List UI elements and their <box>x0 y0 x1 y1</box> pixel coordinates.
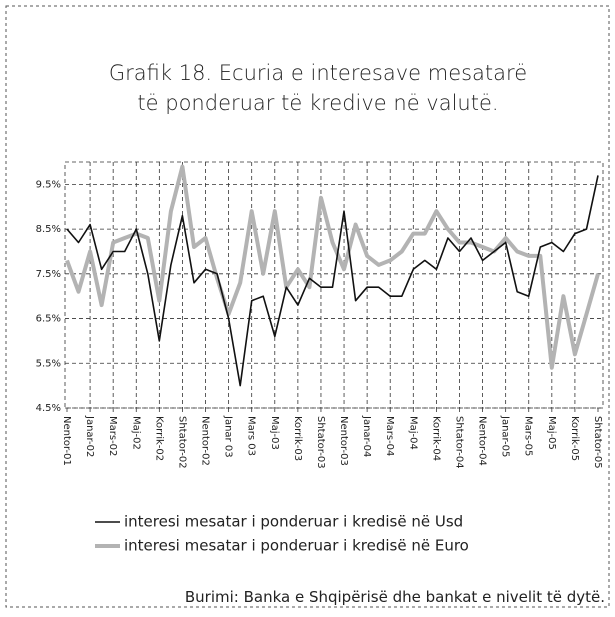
x-tick-label: Mars-02 <box>107 416 118 456</box>
x-tick-label: Janar-02 <box>84 415 95 457</box>
chart-title: të ponderuar të kredive në valutë. <box>137 91 498 115</box>
x-tick-label: Shtator-03 <box>315 416 326 469</box>
x-tick-label: Janar 03 <box>223 415 234 458</box>
y-tick-label: 9.5% <box>36 179 61 190</box>
y-tick-label: 5.5% <box>36 358 61 369</box>
chart-title: Grafik 18. Ecuria e interesave mesatarë <box>109 61 527 85</box>
x-tick-label: Mars-05 <box>523 416 534 456</box>
x-tick-label: Nentor-04 <box>477 416 488 466</box>
x-tick-label: Shtator-05 <box>592 416 603 469</box>
plot-area <box>64 161 604 409</box>
x-tick-label: Janar-05 <box>500 415 511 457</box>
x-tick-label: Maj-02 <box>130 416 141 450</box>
x-tick-label: Nentor-01 <box>61 416 72 466</box>
x-tick-label: Nentor-03 <box>338 416 349 466</box>
x-tick-label: Janar-04 <box>361 415 372 457</box>
series-line <box>66 175 599 387</box>
series-line <box>65 164 600 370</box>
y-tick-label: 4.5% <box>36 403 61 414</box>
x-tick-label: Mars-04 <box>384 416 395 456</box>
x-tick-label: Maj-05 <box>546 416 557 450</box>
x-tick-label: Korrik-03 <box>292 416 303 461</box>
legend-label: interesi mesatar i ponderuar i kredisë n… <box>124 513 463 531</box>
legend-label: interesi mesatar i ponderuar i kredisë n… <box>124 537 469 555</box>
x-tick-label: Shtator-04 <box>453 416 464 469</box>
x-tick-label: Mars 03 <box>246 416 257 456</box>
x-tick-label: Korrik-02 <box>153 416 164 461</box>
y-tick-label: 8.5% <box>36 224 61 235</box>
x-tick-label: Shtator-02 <box>176 416 187 469</box>
x-tick-label: Korrik-04 <box>430 416 441 461</box>
x-tick-label: Nentor-02 <box>200 416 211 466</box>
x-tick-label: Korrik-05 <box>569 416 580 461</box>
y-tick-label: 6.5% <box>36 314 61 325</box>
frame <box>5 5 610 608</box>
y-tick-label: 7.5% <box>36 269 61 280</box>
x-tick-label: Maj-03 <box>269 416 280 450</box>
source: Burimi: Banka e Shqipërisë dhe bankat e … <box>185 588 605 606</box>
x-tick-label: Maj-04 <box>407 416 418 450</box>
